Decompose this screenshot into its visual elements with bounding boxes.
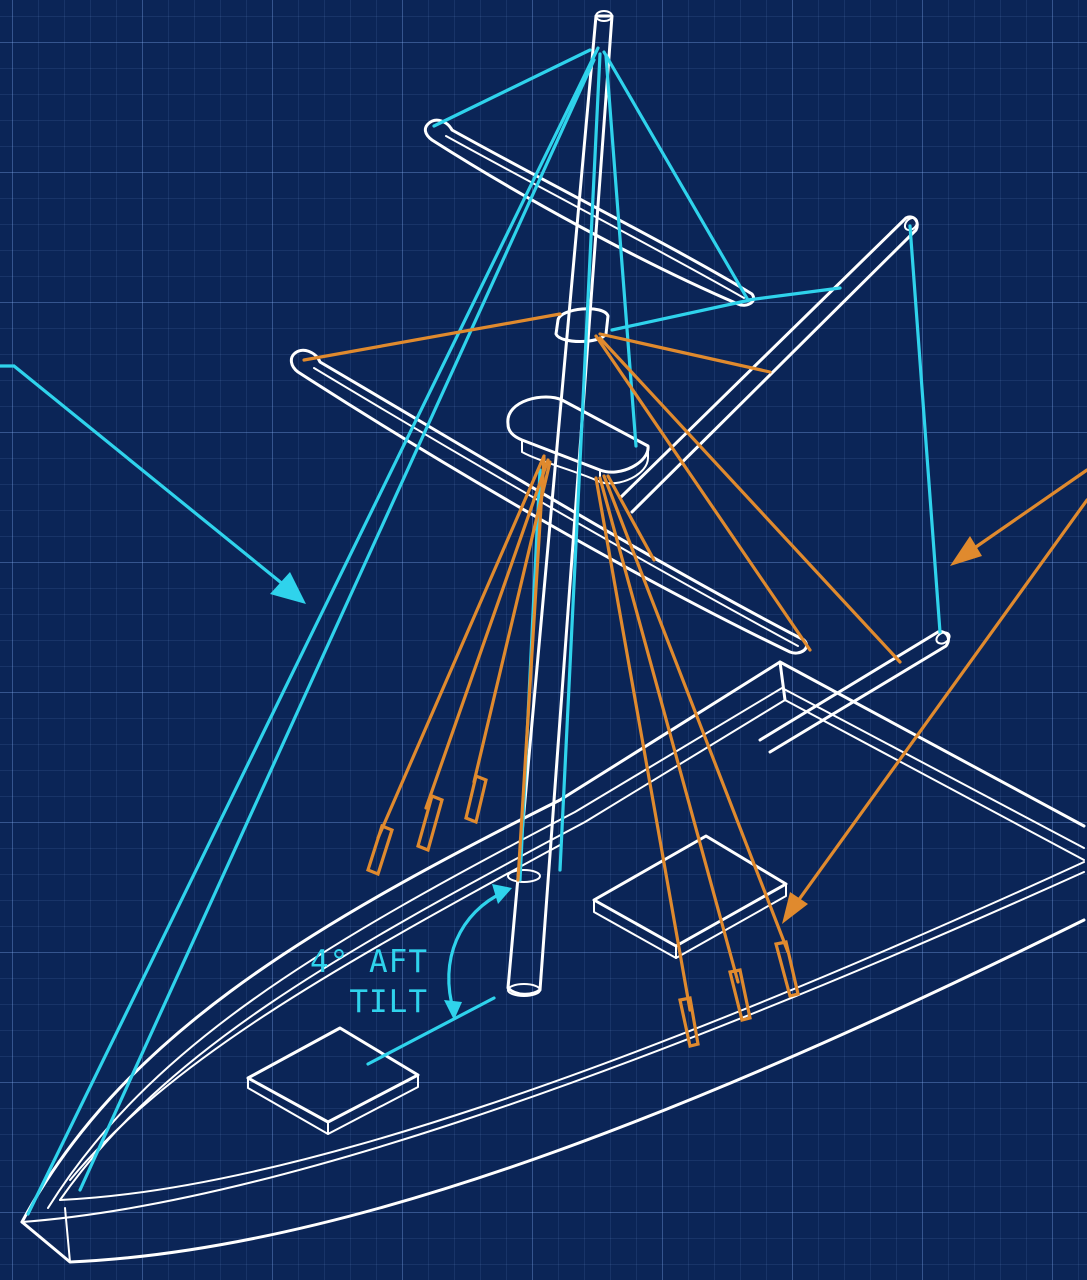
ship-hull xyxy=(20,660,1086,1264)
right-pointer-lower-arrow-icon xyxy=(782,892,808,924)
right-pointer-line-upper xyxy=(958,468,1087,560)
aft-hatch xyxy=(592,834,788,959)
fore-hatch xyxy=(246,1026,420,1135)
tilt-label-line2: TILT xyxy=(349,984,428,1020)
right-pointer-upper-arrow-icon xyxy=(950,536,982,566)
orange-rigging xyxy=(302,312,1087,1048)
curved-double-arrow-icon xyxy=(447,890,506,1014)
upper-yard xyxy=(423,118,755,307)
lower-yard xyxy=(289,348,809,655)
left-pointer-arrow-icon xyxy=(270,572,306,604)
left-pointer-line xyxy=(0,364,302,600)
tilt-label-line1: 4° AFT xyxy=(310,944,428,980)
boom-spar xyxy=(758,630,951,754)
mast xyxy=(506,10,650,997)
right-pointer-line-lower xyxy=(788,498,1087,914)
gaff-spar xyxy=(618,215,919,514)
cyan-rigging xyxy=(0,46,942,1216)
